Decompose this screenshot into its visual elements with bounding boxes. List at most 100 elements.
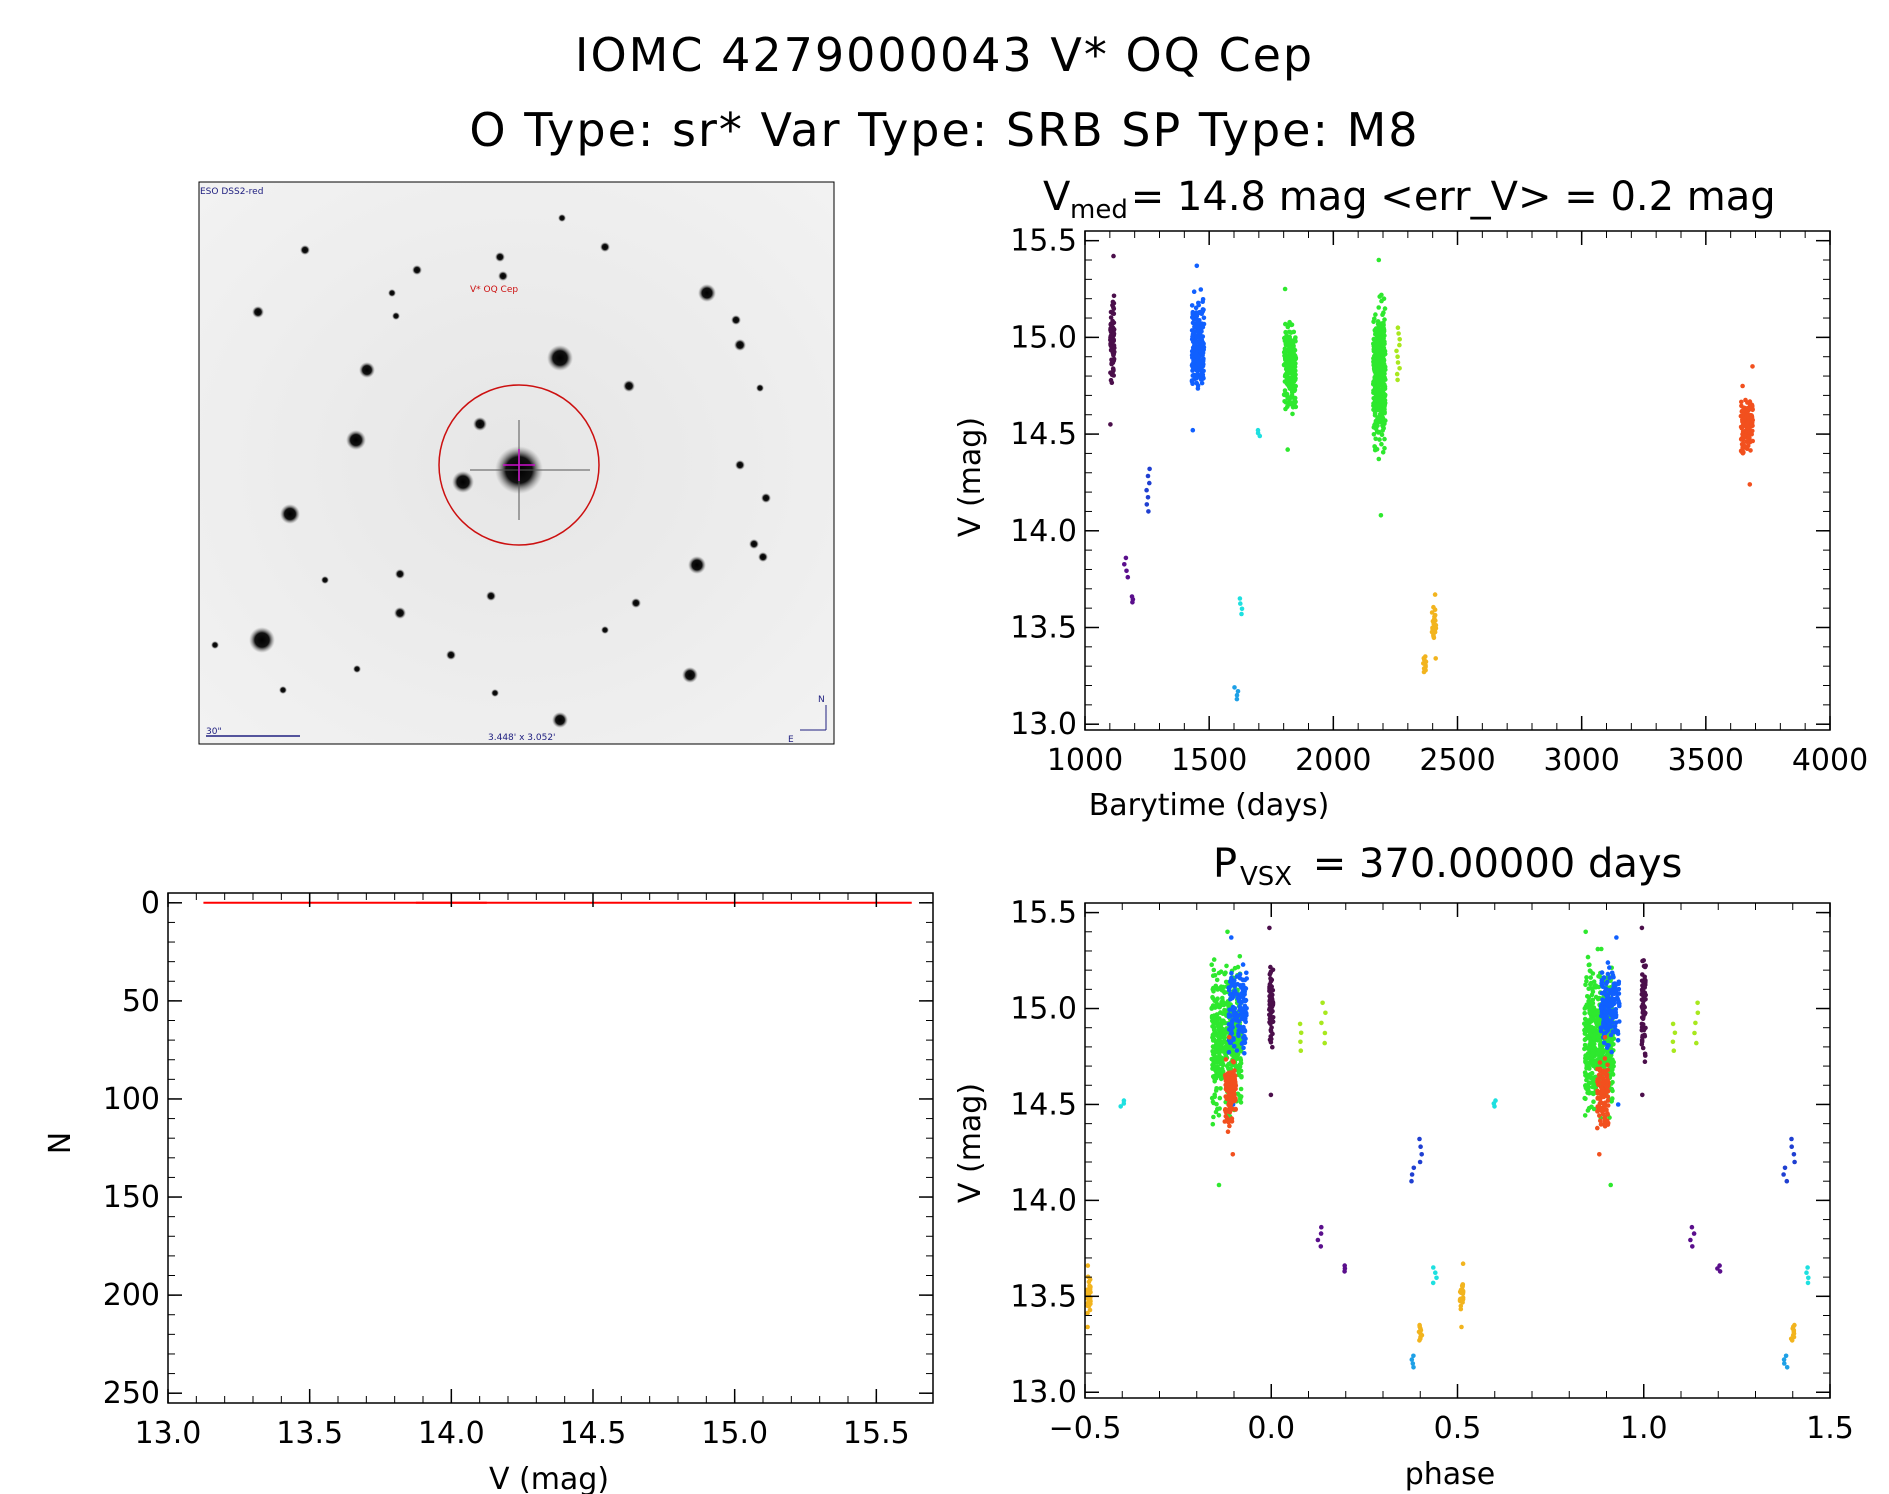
lightcurve-point (1200, 350, 1206, 356)
phase-point (1239, 991, 1244, 996)
lightcurve-point (1287, 366, 1293, 372)
lightcurve-point (1108, 335, 1113, 340)
lightcurve-point (1239, 606, 1245, 612)
lightcurve-point (1191, 348, 1196, 353)
phase-point (1590, 1075, 1595, 1081)
phase-point (1598, 1084, 1604, 1090)
phase-ytick-label: 15.0 (1010, 992, 1077, 1027)
lightcurve-point (1374, 377, 1379, 383)
phase-point (1322, 1040, 1327, 1046)
phase-point (1315, 1237, 1321, 1243)
phase-point (1582, 1095, 1587, 1101)
target-crosshair (503, 449, 535, 481)
lightcurve-point (1285, 376, 1290, 382)
phase-point (1212, 1016, 1218, 1022)
lightcurve-point (1285, 404, 1290, 410)
phase-point (1582, 1037, 1588, 1043)
sky-star (631, 598, 641, 608)
lightcurve-point (1194, 263, 1200, 269)
lightcurve-point (1394, 348, 1399, 354)
phase-point (1607, 1054, 1613, 1060)
lightcurve-point (1373, 312, 1378, 317)
lightcurve-point (1192, 324, 1198, 330)
phase-point (1598, 1100, 1603, 1105)
lightcurve-point (1193, 305, 1199, 311)
phase-point (1582, 1113, 1588, 1118)
phase-point (1583, 1004, 1589, 1009)
phase-point (1229, 970, 1234, 976)
lightcurve-point (1376, 305, 1381, 310)
phase-point (1235, 1055, 1240, 1061)
histogram-frame (167, 892, 934, 1404)
lightcurve-point (1376, 391, 1381, 397)
phase-point (1605, 1027, 1611, 1032)
lightcurve-point (1234, 696, 1240, 702)
lightcurve-point (1255, 427, 1261, 433)
lightcurve-point (1122, 562, 1127, 567)
phase-point (1430, 1280, 1436, 1286)
phase-point (1583, 1030, 1588, 1035)
lightcurve-point (1282, 391, 1287, 397)
phase-point (1609, 1038, 1614, 1044)
lightcurve-point (1282, 388, 1288, 393)
lightcurve-ytick-label: 14.0 (1010, 514, 1077, 549)
phase-title-main: P (1213, 841, 1237, 887)
phase-point (1640, 1035, 1645, 1040)
lightcurve-point (1397, 337, 1402, 342)
phase-point (1598, 1118, 1603, 1124)
lightcurve-point (1379, 350, 1385, 356)
phase-point (1607, 965, 1612, 970)
phase-point (1228, 1066, 1233, 1071)
phase-point (1323, 1010, 1328, 1016)
phase-point (1121, 1098, 1127, 1103)
phase-title-sub: VSX (1240, 862, 1292, 892)
phase-point (1434, 1275, 1439, 1281)
lightcurve-point (1195, 319, 1201, 325)
phase-point (1695, 1010, 1701, 1016)
phase-point (1597, 1048, 1602, 1054)
lightcurve-point (1286, 360, 1292, 366)
phase-point (1806, 1275, 1811, 1281)
lightcurve-point (1397, 342, 1402, 348)
lightcurve-point (1423, 654, 1428, 659)
lightcurve-point (1395, 354, 1400, 360)
lightcurve-xtick-label: 3500 (1668, 743, 1744, 778)
phase-point (1694, 1040, 1699, 1046)
phase-point (1242, 1051, 1247, 1056)
phase-point (1460, 1282, 1465, 1288)
phase-point (1225, 929, 1230, 935)
phase-point (1237, 1062, 1243, 1067)
phase-point (1224, 1116, 1230, 1121)
phase-point (1595, 1077, 1600, 1082)
phase-xtick-label: 1.5 (1806, 1411, 1854, 1446)
sky-star (749, 539, 759, 549)
phase-point (1211, 1036, 1216, 1042)
phase-point (1086, 1303, 1092, 1309)
phase-point (1590, 1084, 1595, 1090)
phase-point (1593, 994, 1599, 1000)
phase-point (1639, 987, 1645, 992)
phase-point (1605, 1049, 1610, 1054)
phase-point (1805, 1265, 1810, 1270)
lightcurve-point (1191, 357, 1197, 363)
lightcurve-point (1285, 447, 1290, 452)
lightcurve-point (1200, 308, 1205, 314)
lightcurve-xtick-label: 2000 (1295, 743, 1371, 778)
phase-point (1601, 1122, 1607, 1127)
phase-ytick-label: 14.5 (1010, 1087, 1077, 1122)
lightcurve-point (1196, 360, 1202, 365)
phase-point (1583, 982, 1588, 988)
phase-point (1320, 1000, 1325, 1006)
lightcurve-point (1234, 692, 1240, 698)
phase-ylabel: V (mag) (953, 1083, 988, 1203)
phase-point (1588, 1071, 1594, 1077)
phase-point (1227, 985, 1232, 990)
lightcurve-point (1739, 403, 1744, 409)
lightcurve-point (1145, 495, 1151, 500)
phase-ytick-label: 13.5 (1010, 1279, 1077, 1314)
lightcurve-title-sub: med (1070, 195, 1128, 225)
phase-xtick-label: −0.5 (1049, 1411, 1122, 1446)
lightcurve-point (1377, 437, 1382, 442)
phase-point (1588, 975, 1593, 980)
phase-point (1228, 997, 1233, 1002)
